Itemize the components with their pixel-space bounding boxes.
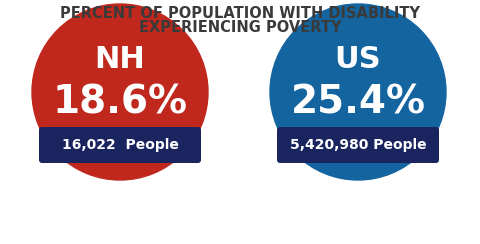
FancyBboxPatch shape [39,127,201,163]
Text: 25.4%: 25.4% [290,83,425,121]
Circle shape [32,4,208,180]
FancyBboxPatch shape [277,127,439,163]
Text: 16,022  People: 16,022 People [61,138,179,152]
Circle shape [270,4,446,180]
Text: 18.6%: 18.6% [52,83,188,121]
Text: PERCENT OF POPULATION WITH DISABILITY: PERCENT OF POPULATION WITH DISABILITY [60,6,420,21]
Text: US: US [335,45,381,74]
Text: 5,420,980 People: 5,420,980 People [290,138,426,152]
Text: NH: NH [95,45,145,74]
Text: EXPERIENCING POVERTY: EXPERIENCING POVERTY [139,20,341,35]
